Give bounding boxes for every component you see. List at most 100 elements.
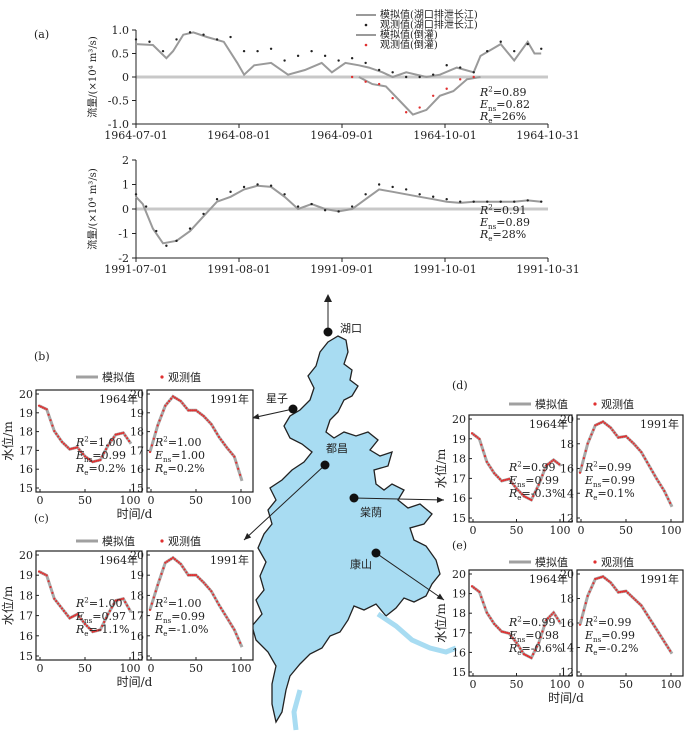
data-point <box>458 66 462 69</box>
observed-point <box>225 446 228 449</box>
stat-label: Ens=0.99 <box>508 474 559 489</box>
x-tick-label: 1991-08-01 <box>207 263 270 276</box>
data-point <box>418 106 421 109</box>
observed-point <box>617 436 620 439</box>
data-point <box>418 75 421 79</box>
observed-point <box>179 562 182 566</box>
observed-point <box>663 489 666 493</box>
observed-point <box>64 612 67 615</box>
y-tick-label: 16 <box>130 463 144 476</box>
observed-point <box>194 573 198 577</box>
data-point <box>202 212 205 216</box>
observed-point <box>57 435 60 438</box>
y-tick-label: -1 <box>118 228 129 241</box>
station-label: 湖口 <box>340 322 362 335</box>
data-point <box>445 87 448 90</box>
observed-point <box>657 480 660 483</box>
observed-point <box>586 442 589 445</box>
observed-point <box>649 467 653 470</box>
level-subplot: 20 19 18 17 16 15 0 50 100 1964年 R2=1.00Ens=0.97Re… <box>19 549 143 675</box>
observed-point <box>177 561 180 564</box>
observed-point <box>169 557 173 561</box>
stat-label: Re=0.2% <box>75 462 126 477</box>
observed-point <box>91 630 94 633</box>
level-subplot: 20 18 16 14 12 0 50 100 1991年 R2=0.99Ens=0.99Re=0… <box>560 413 684 537</box>
observed-point <box>43 573 46 576</box>
stat-label: Re=0.1% <box>584 487 635 502</box>
observed-point <box>53 597 56 600</box>
legend-label: 观测值(湖口排泄长江) <box>380 18 478 31</box>
observed-point <box>158 578 161 581</box>
observed-point <box>235 632 238 636</box>
observed-point <box>47 580 50 583</box>
station-pointer <box>353 497 445 501</box>
legend-label: 模拟值 <box>102 534 135 548</box>
stat-label: Ens=0.99 <box>584 629 635 644</box>
observed-point <box>214 596 217 600</box>
observed-point <box>636 600 639 604</box>
observed-point <box>238 473 242 476</box>
observed-point <box>202 415 205 418</box>
y-axis-label: 水位/m <box>433 603 448 643</box>
observed-point <box>626 436 630 440</box>
observed-point <box>624 589 628 593</box>
data-point <box>229 35 232 39</box>
observed-point <box>558 620 561 623</box>
observed-point <box>120 598 123 601</box>
x-tick-label: 100 <box>120 494 141 507</box>
observed-point <box>179 399 182 403</box>
y-tick-label: 20 <box>130 549 144 562</box>
observed-point <box>548 615 551 618</box>
observed-point <box>539 636 542 639</box>
x-tick-label: 0 <box>578 524 585 537</box>
data-point <box>188 227 192 230</box>
observed-point <box>168 399 171 403</box>
data-point <box>445 64 448 67</box>
observed-point <box>97 629 100 632</box>
x-tick-label: 0 <box>470 678 477 691</box>
stat-label: Ens=1.00 <box>154 449 205 464</box>
data-point <box>165 244 168 247</box>
y-tick-label: 15 <box>452 512 466 525</box>
observed-point <box>200 413 203 416</box>
data-point <box>175 239 178 243</box>
observed-point <box>156 424 159 427</box>
north-arrow-head <box>324 294 332 302</box>
observed-point <box>668 501 672 504</box>
y-tick-label: 18 <box>452 453 466 466</box>
data-point <box>256 183 259 186</box>
stat-label: R2=0.99 <box>508 460 556 474</box>
year-label: 1991年 <box>210 392 249 406</box>
data-point <box>256 49 259 53</box>
observed-point <box>651 471 654 474</box>
observed-point <box>526 496 529 500</box>
observed-point <box>480 443 483 446</box>
observed-point <box>89 628 92 631</box>
y-tick-label: 15 <box>452 666 466 679</box>
observed-point <box>156 583 159 587</box>
observed-point <box>592 428 595 431</box>
observed-point <box>528 497 531 501</box>
observed-point <box>554 614 557 617</box>
y-tick-label: 20 <box>560 413 574 426</box>
observed-point <box>584 602 587 605</box>
observed-point <box>181 565 184 568</box>
observed-point <box>661 486 664 490</box>
observed-point <box>80 618 83 621</box>
observed-point <box>194 409 198 412</box>
observed-point <box>204 417 207 420</box>
observed-point <box>81 453 85 456</box>
year-label: 1991年 <box>210 553 249 567</box>
y-tick-label: 20 <box>452 568 466 581</box>
y-axis-label: 水位/m <box>433 448 448 488</box>
observed-point <box>552 611 555 614</box>
observed-point <box>491 469 494 472</box>
observed-point <box>45 574 48 577</box>
observed-point <box>160 414 163 417</box>
data-point <box>350 205 354 208</box>
observed-point <box>472 586 475 589</box>
plot-frame <box>468 414 573 523</box>
observed-point <box>489 466 492 469</box>
